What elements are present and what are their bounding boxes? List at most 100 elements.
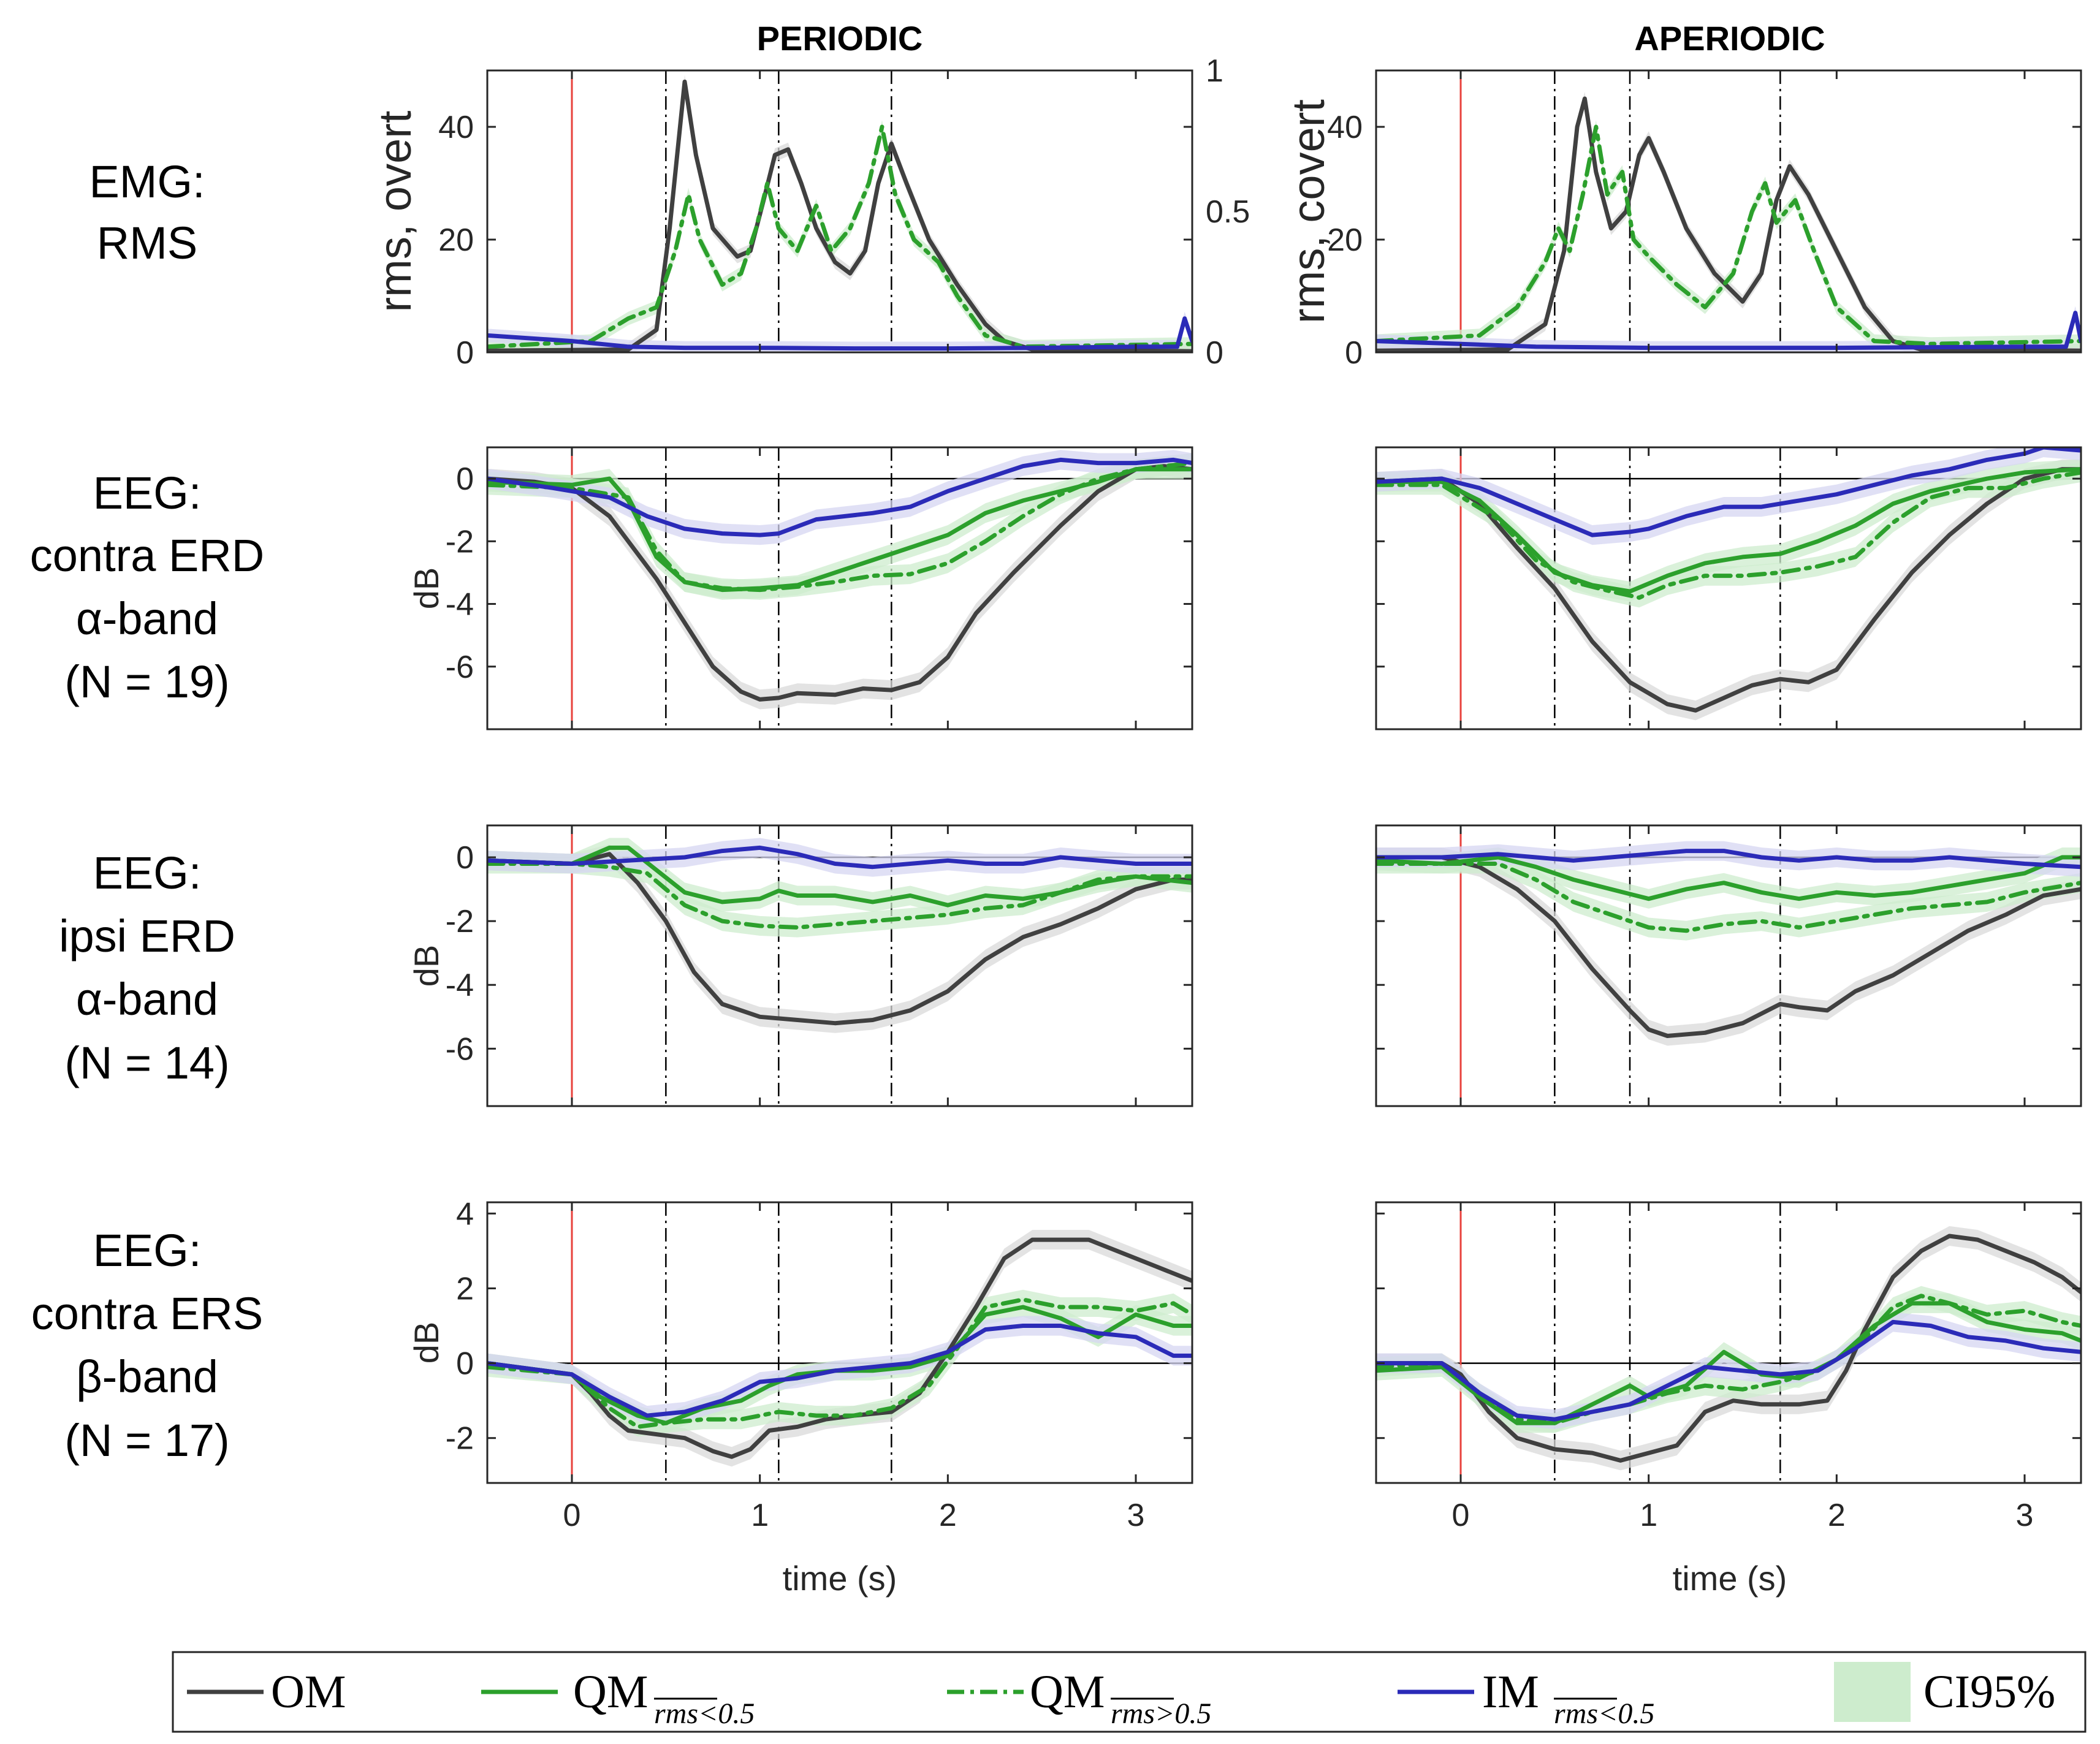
- legend-sub-qm-high: rms>0.5: [1111, 1697, 1211, 1730]
- series-line-qm-rms-0-5: [1376, 1301, 2081, 1425]
- y-tick-label: 0: [1345, 335, 1363, 371]
- series-line-qm-rms-0-5: [487, 461, 1192, 593]
- panel-contra-erd-aperiodic: [1375, 446, 2082, 730]
- ci-band: [487, 120, 1192, 352]
- series-line-qm-rms-0-5: [1376, 862, 2081, 933]
- series-line-im-rms-0-5: [487, 845, 1192, 870]
- ci-band: [487, 1289, 1192, 1437]
- row-label-line: α-band: [76, 593, 218, 644]
- row-label-line: EEG:: [93, 1225, 202, 1276]
- y-axis-label: rms, overt: [370, 110, 420, 312]
- x-axis-label-aperiodic: time (s): [1673, 1559, 1787, 1598]
- row-label-line: ipsi ERD: [59, 911, 235, 961]
- series-line-om: [487, 1237, 1192, 1459]
- panel-emg-periodic: 0 20 40 0 0.5 1 rms, overt: [370, 53, 1250, 371]
- series-line-om: [487, 852, 1192, 1026]
- legend-swatch-ci: [1834, 1662, 1911, 1722]
- row-label-line: EMG:: [89, 156, 205, 207]
- ci-band: [487, 838, 1192, 916]
- panel-plot-area: [1376, 70, 2081, 352]
- series-line-im-rms-0-5: [1376, 849, 2081, 870]
- panel-frame: [1375, 1201, 2082, 1484]
- ci-band: [1376, 841, 2081, 877]
- x-tick-label: 3: [1127, 1498, 1145, 1533]
- x-tick-label: 1: [1640, 1498, 1657, 1533]
- series-line-qm-rms-0-5: [1376, 1294, 2081, 1425]
- legend-sub-im: rms<0.5: [1554, 1697, 1654, 1730]
- y-tick-label: 20: [1327, 222, 1363, 258]
- ci-band: [1376, 306, 2081, 352]
- series-line-im-rms-0-5: [487, 1324, 1192, 1418]
- y-tick-label: 0: [456, 461, 474, 497]
- series-line-im-rms-0-5: [487, 457, 1192, 537]
- x-tick-label: 0: [563, 1498, 581, 1533]
- x-tick-label: 0: [1452, 1498, 1470, 1533]
- ci-band: [1376, 854, 2081, 941]
- legend-label-qm-low: QM: [573, 1666, 648, 1718]
- series-line-om: [1376, 467, 2081, 713]
- y-tick-label: -4: [446, 587, 474, 623]
- column-title-aperiodic: APERIODIC: [1634, 19, 1825, 58]
- y-axis-label: dB: [407, 945, 446, 987]
- row-label-line: EEG:: [93, 468, 202, 518]
- panel-contra-ers-aperiodic: 0 1 2 3: [1375, 1201, 2082, 1533]
- x-tick-label: 1: [751, 1498, 769, 1533]
- panel-frame: [1375, 446, 2082, 730]
- series-line-im-rms-0-5: [1376, 1319, 2081, 1422]
- y-tick-label: 2: [456, 1271, 474, 1306]
- panel-contra-ers-periodic: 0 1 2 3 4 2 0 -2 dB: [407, 1196, 1193, 1533]
- x-axis-label-periodic: time (s): [783, 1559, 897, 1598]
- column-title-periodic: PERIODIC: [757, 19, 923, 58]
- legend-label-ci: CI95%: [1923, 1666, 2055, 1718]
- panel-plot-area: [487, 825, 1192, 1106]
- legend-label-im: IM: [1482, 1666, 1539, 1718]
- panel-background: [1376, 70, 2081, 352]
- y-tick-label: 40: [1327, 110, 1363, 145]
- series-line-qm-rms-0-5: [487, 1297, 1192, 1429]
- panel-background: [487, 70, 1192, 352]
- series-line-qm-rms-0-5: [1376, 124, 2081, 346]
- panel-plot-area: [1376, 447, 2081, 729]
- series-line-im-rms-0-5: [1376, 447, 2081, 537]
- row-label-line: RMS: [97, 218, 197, 268]
- x-tick-label: 3: [2016, 1498, 2034, 1533]
- panel-frame: [1375, 824, 2082, 1107]
- row-label-contra-erd: EEG: contra ERD α-band (N = 19): [30, 468, 264, 707]
- panel-frame: [486, 69, 1193, 354]
- series-line-om: [1376, 96, 2081, 352]
- y-tick-label: 4: [456, 1196, 474, 1232]
- row-label-line: EEG:: [93, 847, 202, 898]
- panel-plot-area: [487, 70, 1192, 352]
- y-tick-label: -2: [446, 1421, 474, 1457]
- row-label-emg: EMG: RMS: [89, 156, 205, 268]
- y-tick-label: -6: [446, 1031, 474, 1067]
- series-line-om: [1376, 1234, 2081, 1463]
- y2-tick-label: 0.5: [1206, 194, 1250, 230]
- row-label-line: (N = 17): [64, 1415, 229, 1466]
- ci-band: [487, 838, 1192, 877]
- series-line-qm-rms-0-5: [1376, 467, 2081, 594]
- series-line-qm-rms-0-5: [487, 862, 1192, 930]
- row-label-line: α-band: [76, 974, 218, 1025]
- row-label-line: contra ERD: [30, 530, 264, 581]
- y-tick-label: -2: [446, 904, 474, 939]
- panel-ipsi-erd-aperiodic: [1375, 824, 2082, 1107]
- panel-plot-area: [487, 1202, 1192, 1483]
- panel-ipsi-erd-periodic: 0 -2 -4 -6 dB: [407, 824, 1193, 1107]
- legend-label-qm-high: QM: [1030, 1666, 1105, 1718]
- row-label-ipsi-erd: EEG: ipsi ERD α-band (N = 14): [59, 847, 235, 1088]
- y-axis-label: dB: [407, 1322, 446, 1364]
- y-tick-label: 0: [456, 335, 474, 371]
- row-label-line: β-band: [76, 1351, 218, 1402]
- panel-frame: [486, 1201, 1193, 1484]
- series-line-qm-rms-0-5: [1376, 470, 2081, 600]
- legend: OM QM rms<0.5 QM rms>0.5 IM rms<0.5 CI95…: [172, 1651, 2087, 1733]
- panel-plot-area: [1376, 825, 2081, 1106]
- panel-frame: [1375, 69, 2082, 354]
- legend-label-om: OM: [271, 1666, 346, 1718]
- y-tick-label: 20: [438, 222, 474, 258]
- panel-plot-area: [487, 447, 1192, 729]
- y2-tick-label: 0: [1206, 335, 1223, 371]
- y-axis-label: dB: [407, 567, 446, 610]
